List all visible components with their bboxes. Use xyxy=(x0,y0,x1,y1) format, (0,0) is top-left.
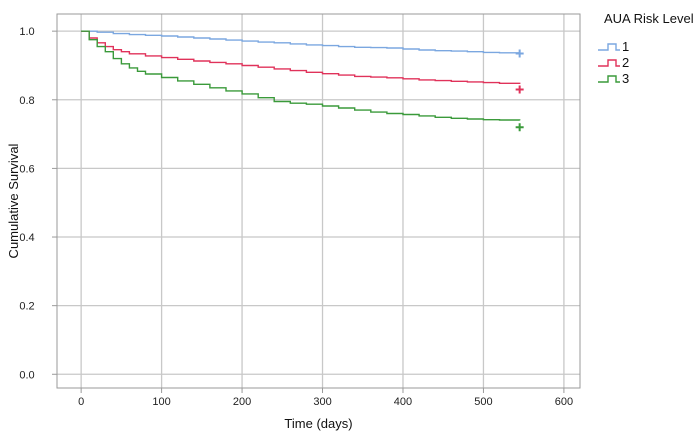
y-axis-title: Cumulative Survival xyxy=(6,143,21,258)
series-3-censor-mark xyxy=(515,123,524,132)
y-tick-label: 0.0 xyxy=(19,369,34,381)
series-1-censor-mark xyxy=(515,49,524,58)
legend-swatch-2 xyxy=(598,59,620,67)
x-axis-title: Time (days) xyxy=(284,416,352,431)
y-tick-label: 1.0 xyxy=(19,26,34,38)
x-tick-label: 500 xyxy=(474,396,492,408)
legend-label-1: 1 xyxy=(622,39,629,54)
gridlines xyxy=(57,14,580,388)
series-2-line xyxy=(81,30,521,84)
series-3-line xyxy=(81,30,521,121)
y-tick-label: 0.8 xyxy=(19,95,34,107)
y-tick-label: 0.2 xyxy=(19,301,34,313)
series-layer xyxy=(81,30,524,132)
legend-swatch-1 xyxy=(598,43,620,51)
legend-swatch-3 xyxy=(598,75,620,83)
series-1-line xyxy=(81,30,521,54)
x-tick-label: 400 xyxy=(394,396,412,408)
x-tick-label: 600 xyxy=(555,396,573,408)
x-tick-label: 200 xyxy=(233,396,251,408)
legend-label-3: 3 xyxy=(622,71,629,86)
series-2-censor-mark xyxy=(515,85,524,94)
legend: AUA Risk Level 123 xyxy=(598,11,694,86)
y-tick-label: 0.6 xyxy=(19,163,34,175)
x-tick-label: 100 xyxy=(152,396,170,408)
x-tick-label: 300 xyxy=(313,396,331,408)
y-tick-label: 0.4 xyxy=(19,232,34,244)
axis-ticks: 0 100 200 300 400 500 600 0.0 0.2 0.4 0.6 0.8 1.0 xyxy=(19,26,573,408)
x-tick-label: 0 xyxy=(78,396,84,408)
legend-title: AUA Risk Level xyxy=(604,11,694,26)
plot-frame xyxy=(56,13,581,389)
legend-label-2: 2 xyxy=(622,55,629,70)
